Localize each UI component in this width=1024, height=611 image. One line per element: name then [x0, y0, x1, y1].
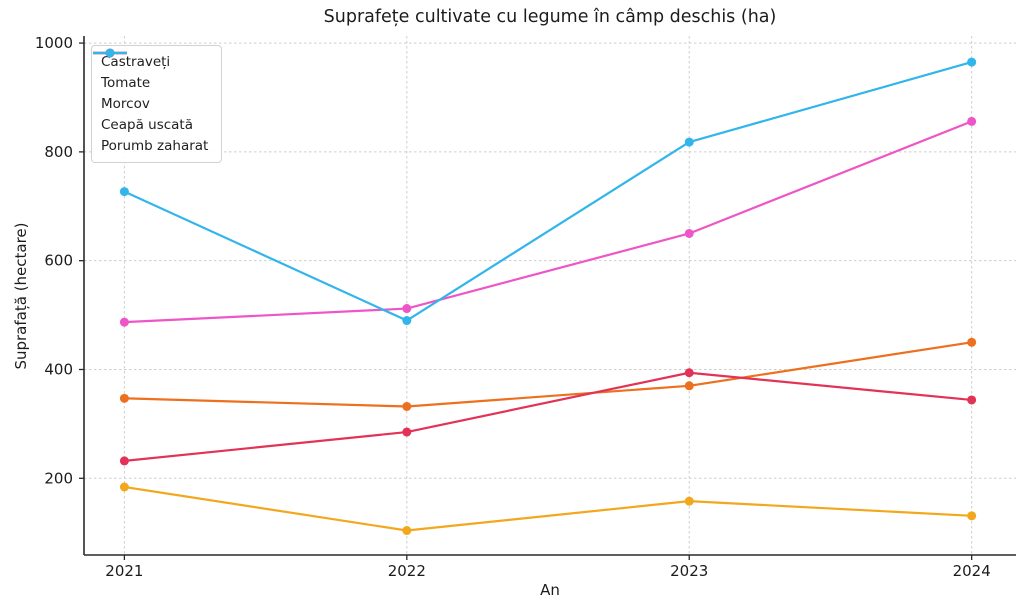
chart-title: Suprafețe cultivate cu legume în câmp de… [323, 7, 777, 27]
y-tick-label: 800 [44, 143, 73, 161]
data-point [402, 401, 412, 411]
legend-item-3: Ceapă uscată [93, 48, 208, 135]
legend-label: Porumb zaharat [101, 138, 209, 154]
data-point [684, 496, 694, 506]
x-tick-label: 2024 [953, 562, 991, 580]
legend-label: Morcov [101, 96, 150, 112]
y-axis-label: Suprafață (hectare) [12, 222, 30, 370]
data-point [684, 228, 694, 238]
x-tick-label: 2022 [388, 562, 426, 580]
legend-line-marker-icon [93, 48, 127, 58]
series-line-1 [123, 341, 973, 408]
data-point [402, 427, 412, 437]
y-tick-label: 400 [44, 360, 73, 378]
data-point [119, 393, 129, 403]
data-point [402, 526, 412, 536]
x-axis-label: An [540, 581, 560, 599]
x-tick-label: 2023 [670, 562, 708, 580]
data-point [684, 381, 694, 391]
series-line-0 [123, 485, 973, 532]
data-point [967, 395, 977, 405]
data-point [967, 337, 977, 347]
data-point [119, 482, 129, 492]
legend-dot [105, 48, 115, 58]
legend-item-4: Porumb zaharat [93, 48, 209, 156]
series-line-3 [123, 120, 973, 324]
y-tick-label: 1000 [35, 34, 73, 52]
data-point [967, 116, 977, 126]
y-tick-label: 600 [44, 252, 73, 270]
data-point [119, 187, 129, 197]
y-tick-label: 200 [44, 469, 73, 487]
legend-label: Ceapă uscată [101, 117, 193, 133]
legend-label: Castraveți [101, 54, 171, 70]
series-line-2 [123, 371, 973, 462]
data-point [684, 368, 694, 378]
legend-item-2: Morcov [93, 48, 208, 114]
x-tick-label: 2021 [105, 562, 143, 580]
series-line-4 [123, 61, 973, 322]
data-point [684, 137, 694, 147]
data-point [119, 456, 129, 466]
legend-item-1: Tomate [93, 48, 208, 93]
data-point [967, 57, 977, 67]
data-point [402, 304, 412, 314]
data-point [402, 316, 412, 326]
legend-label: Tomate [101, 75, 151, 91]
data-point [119, 317, 129, 327]
legend: Castraveți Tomate Morcov Ceapă uscată Porumb… [91, 45, 223, 163]
data-point [967, 511, 977, 521]
